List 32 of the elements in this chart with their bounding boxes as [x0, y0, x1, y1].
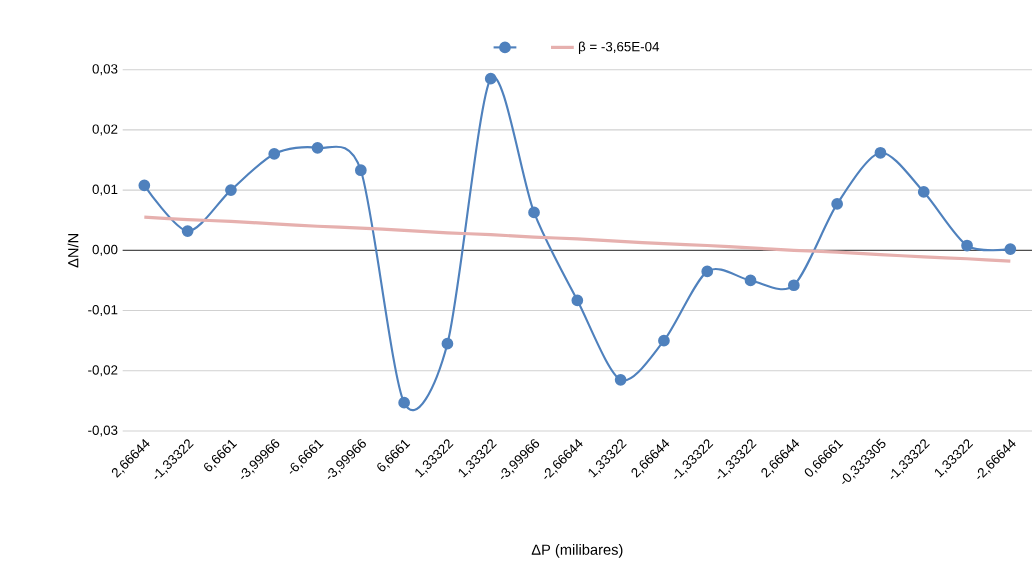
point	[528, 206, 540, 219]
y-tick-label: -0,03	[88, 425, 118, 437]
line-series	[142, 215, 1012, 263]
y-tick-label: 0,02	[92, 124, 118, 136]
point	[917, 186, 930, 198]
point	[311, 142, 324, 154]
legend-label: β = -3,65E-04	[578, 41, 660, 54]
point	[874, 146, 887, 159]
point	[398, 396, 410, 409]
y-tick-label: 0,03	[92, 64, 118, 76]
point	[744, 274, 757, 287]
point	[484, 72, 497, 85]
point	[354, 164, 367, 177]
point	[831, 198, 844, 210]
point	[701, 265, 714, 278]
point	[268, 148, 281, 160]
point	[787, 279, 800, 292]
y-axis-title: ΔN/N	[67, 234, 79, 268]
point	[138, 179, 151, 192]
y-tick-label: 0,00	[92, 244, 118, 256]
point	[1004, 243, 1017, 255]
point	[658, 334, 670, 347]
y-tick-label: -0,02	[88, 365, 118, 377]
point	[181, 225, 194, 237]
y-tick-label: -0,01	[88, 305, 118, 317]
point	[614, 373, 627, 386]
point	[571, 294, 584, 307]
x-axis-title: ΔP (milibares)	[531, 544, 623, 558]
point	[441, 337, 454, 350]
y-tick-label: 0,01	[92, 184, 118, 196]
point	[225, 184, 237, 196]
point	[961, 239, 973, 252]
